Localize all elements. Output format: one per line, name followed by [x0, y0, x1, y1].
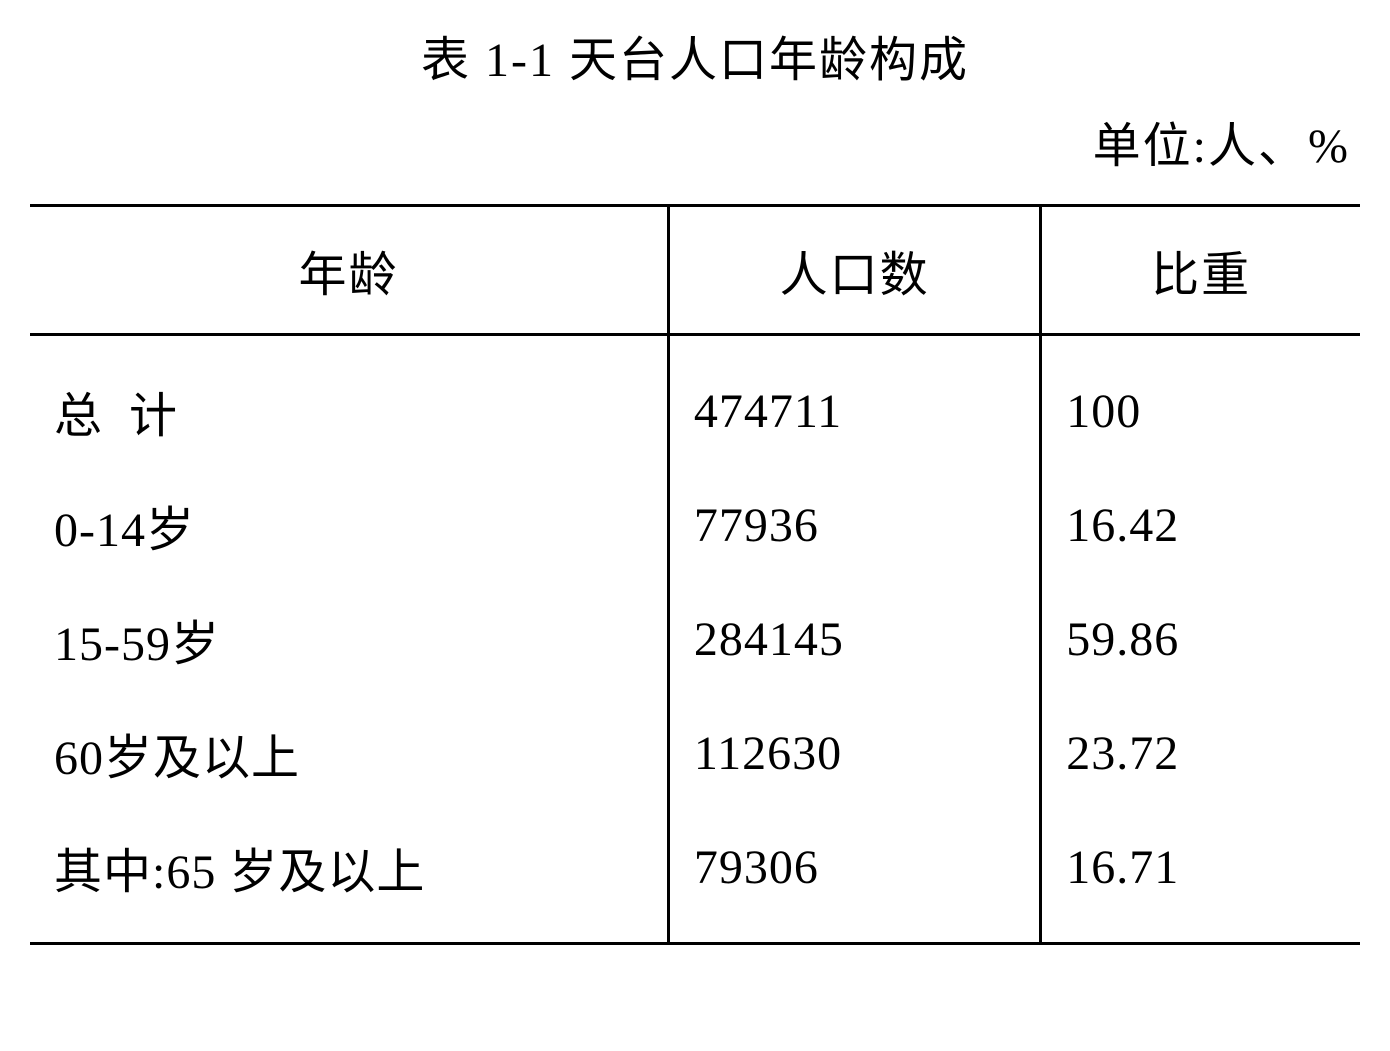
- cell-proportion: 59.86: [1041, 582, 1360, 696]
- col-header-age: 年龄: [30, 206, 668, 335]
- table-title: 表 1-1 天台人口年龄构成: [30, 20, 1360, 90]
- table-row: 60岁及以上 112630 23.72: [30, 696, 1360, 810]
- cell-age: 总 计: [30, 335, 668, 469]
- cell-age: 60岁及以上: [30, 696, 668, 810]
- cell-proportion: 100: [1041, 335, 1360, 469]
- cell-proportion: 23.72: [1041, 696, 1360, 810]
- cell-population: 112630: [668, 696, 1040, 810]
- cell-population: 284145: [668, 582, 1040, 696]
- table-row: 总 计 474711 100: [30, 335, 1360, 469]
- table-row: 0-14岁 77936 16.42: [30, 468, 1360, 582]
- cell-age: 15-59岁: [30, 582, 668, 696]
- population-table: 年龄 人口数 比重 总 计 474711 100 0-14岁 77936 16.…: [30, 204, 1360, 945]
- table-container: 表 1-1 天台人口年龄构成 单位:人、% 年龄 人口数 比重 总 计 4747…: [30, 20, 1360, 945]
- cell-age: 0-14岁: [30, 468, 668, 582]
- cell-age: 其中:65 岁及以上: [30, 810, 668, 944]
- table-header-row: 年龄 人口数 比重: [30, 206, 1360, 335]
- col-header-population: 人口数: [668, 206, 1040, 335]
- cell-population: 474711: [668, 335, 1040, 469]
- col-header-proportion: 比重: [1041, 206, 1360, 335]
- cell-proportion: 16.42: [1041, 468, 1360, 582]
- table-unit: 单位:人、%: [30, 106, 1360, 176]
- cell-population: 77936: [668, 468, 1040, 582]
- table-row: 其中:65 岁及以上 79306 16.71: [30, 810, 1360, 944]
- cell-population: 79306: [668, 810, 1040, 944]
- table-row: 15-59岁 284145 59.86: [30, 582, 1360, 696]
- cell-proportion: 16.71: [1041, 810, 1360, 944]
